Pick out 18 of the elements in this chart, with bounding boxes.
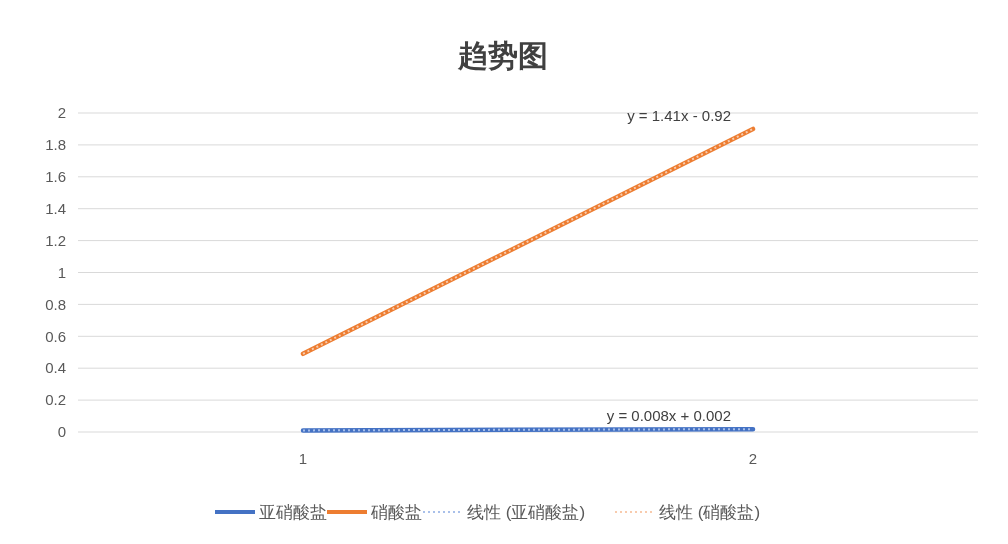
legend-label: 线性 (硝酸盐) (659, 502, 761, 522)
y-tick-label: 0 (57, 423, 66, 441)
legend-label: 亚硝酸盐 (259, 502, 327, 522)
legend-label: 硝酸盐 (370, 502, 422, 522)
y-tick-label: 2 (57, 104, 66, 122)
legend-label: 线性 (亚硝酸盐) (467, 502, 586, 522)
y-tick-label: 1 (57, 263, 66, 281)
annotation: y = 1.41x - 0.92 (627, 106, 731, 124)
chart-title: 趋势图 (457, 39, 548, 72)
y-tick-label: 1.6 (45, 168, 66, 186)
annotation: y = 0.008x + 0.002 (606, 407, 731, 425)
y-tick-label: 0.4 (45, 359, 66, 377)
y-tick-label: 0.6 (45, 327, 66, 345)
y-tick-label: 1.2 (45, 231, 66, 249)
y-tick-label: 1.8 (45, 136, 66, 154)
y-tick-label: 1.4 (45, 199, 66, 217)
y-tick-label: 0.2 (45, 391, 66, 409)
y-tick-label: 0.8 (45, 295, 66, 313)
